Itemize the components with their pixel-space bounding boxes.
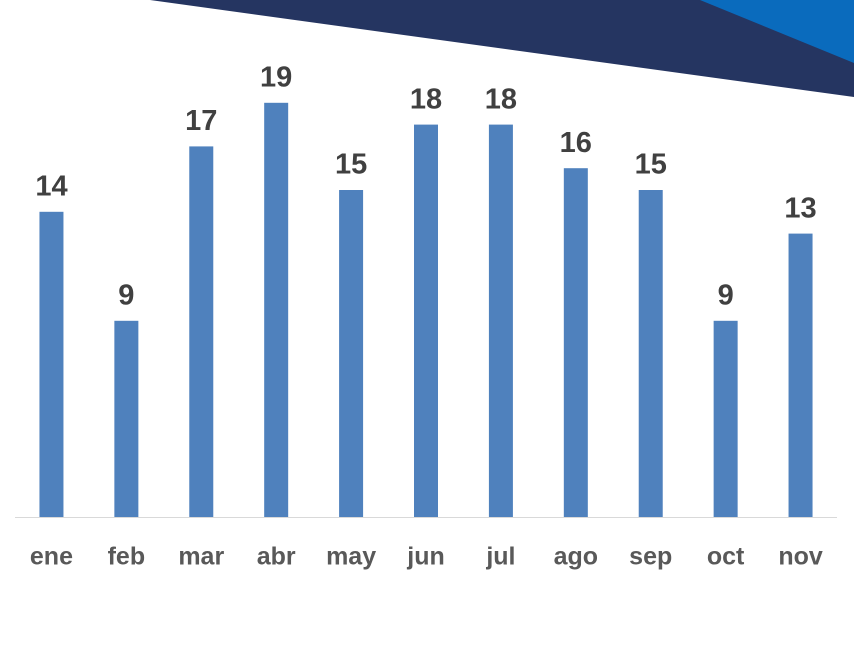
data-label: 19	[260, 61, 292, 93]
bar	[39, 211, 64, 518]
x-tick-label: abr	[257, 543, 296, 571]
x-tick-label: nov	[778, 543, 823, 571]
bar	[264, 102, 289, 518]
x-tick-label: may	[326, 543, 376, 571]
data-label: 16	[560, 127, 592, 159]
bar	[339, 190, 364, 517]
x-tick-label: oct	[707, 543, 745, 571]
bar	[488, 124, 513, 517]
data-label: 9	[118, 279, 134, 311]
bar	[189, 146, 214, 517]
data-label: 14	[35, 170, 67, 202]
banner-dark	[150, 0, 854, 97]
x-tick-label: mar	[178, 543, 224, 571]
bar	[414, 124, 438, 517]
x-tick-label: ago	[554, 543, 598, 571]
x-tick-label: jul	[485, 543, 515, 571]
data-label: 13	[784, 192, 816, 224]
x-tick-label: jun	[406, 543, 445, 571]
data-label: 15	[635, 149, 667, 181]
bar	[788, 233, 813, 517]
data-label: 15	[335, 149, 367, 181]
x-tick-label: ene	[30, 543, 73, 571]
banner-blue	[700, 0, 854, 63]
bar	[114, 320, 139, 517]
data-label: 9	[718, 279, 734, 311]
data-label: 18	[410, 83, 442, 115]
x-tick-label: sep	[629, 543, 672, 571]
bar	[638, 190, 663, 517]
data-label: 17	[185, 105, 217, 137]
data-label: 18	[485, 83, 517, 115]
bar	[713, 320, 738, 517]
x-tick-label: feb	[108, 543, 146, 571]
bar	[563, 168, 588, 517]
